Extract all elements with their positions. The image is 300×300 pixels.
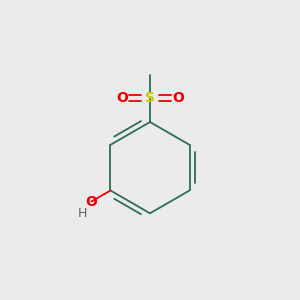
Text: S: S	[145, 91, 155, 105]
Text: O: O	[85, 194, 97, 208]
Text: H: H	[78, 207, 87, 220]
Text: O: O	[172, 91, 184, 105]
Text: O: O	[116, 91, 128, 105]
